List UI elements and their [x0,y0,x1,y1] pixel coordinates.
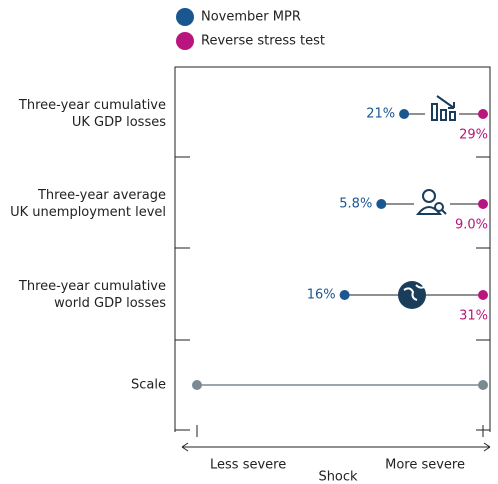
value-label: 31% [459,309,488,324]
x-axis-label: Shock [318,470,358,484]
dot [399,109,410,119]
legend-label: November MPR [201,10,301,25]
value-label: 5.8% [339,197,372,212]
category-label: Three-year cumulative UK GDP losses [18,98,166,130]
category-label: Three-year cumulative world GDP losses [18,279,166,311]
category-label: Three-year average UK unemployment level [10,188,166,220]
dot [376,199,387,209]
scale-dot [192,380,202,390]
dot [478,109,488,119]
value-label: 29% [459,128,488,143]
value-label: 21% [366,107,395,122]
right-label: More severe [385,458,465,473]
frame [174,66,491,452]
value-label: 16% [307,288,336,303]
value-label: 9.0% [455,218,488,233]
legend-swatch [176,8,194,26]
scale-label: Scale [131,378,166,393]
dot [478,290,488,300]
left-label: Less severe [210,458,286,473]
dot [339,290,350,300]
legend-swatch [176,32,194,50]
legend-label: Reverse stress test [201,34,325,49]
scale-dot [478,380,488,390]
dot [478,199,488,209]
icons [398,95,459,309]
